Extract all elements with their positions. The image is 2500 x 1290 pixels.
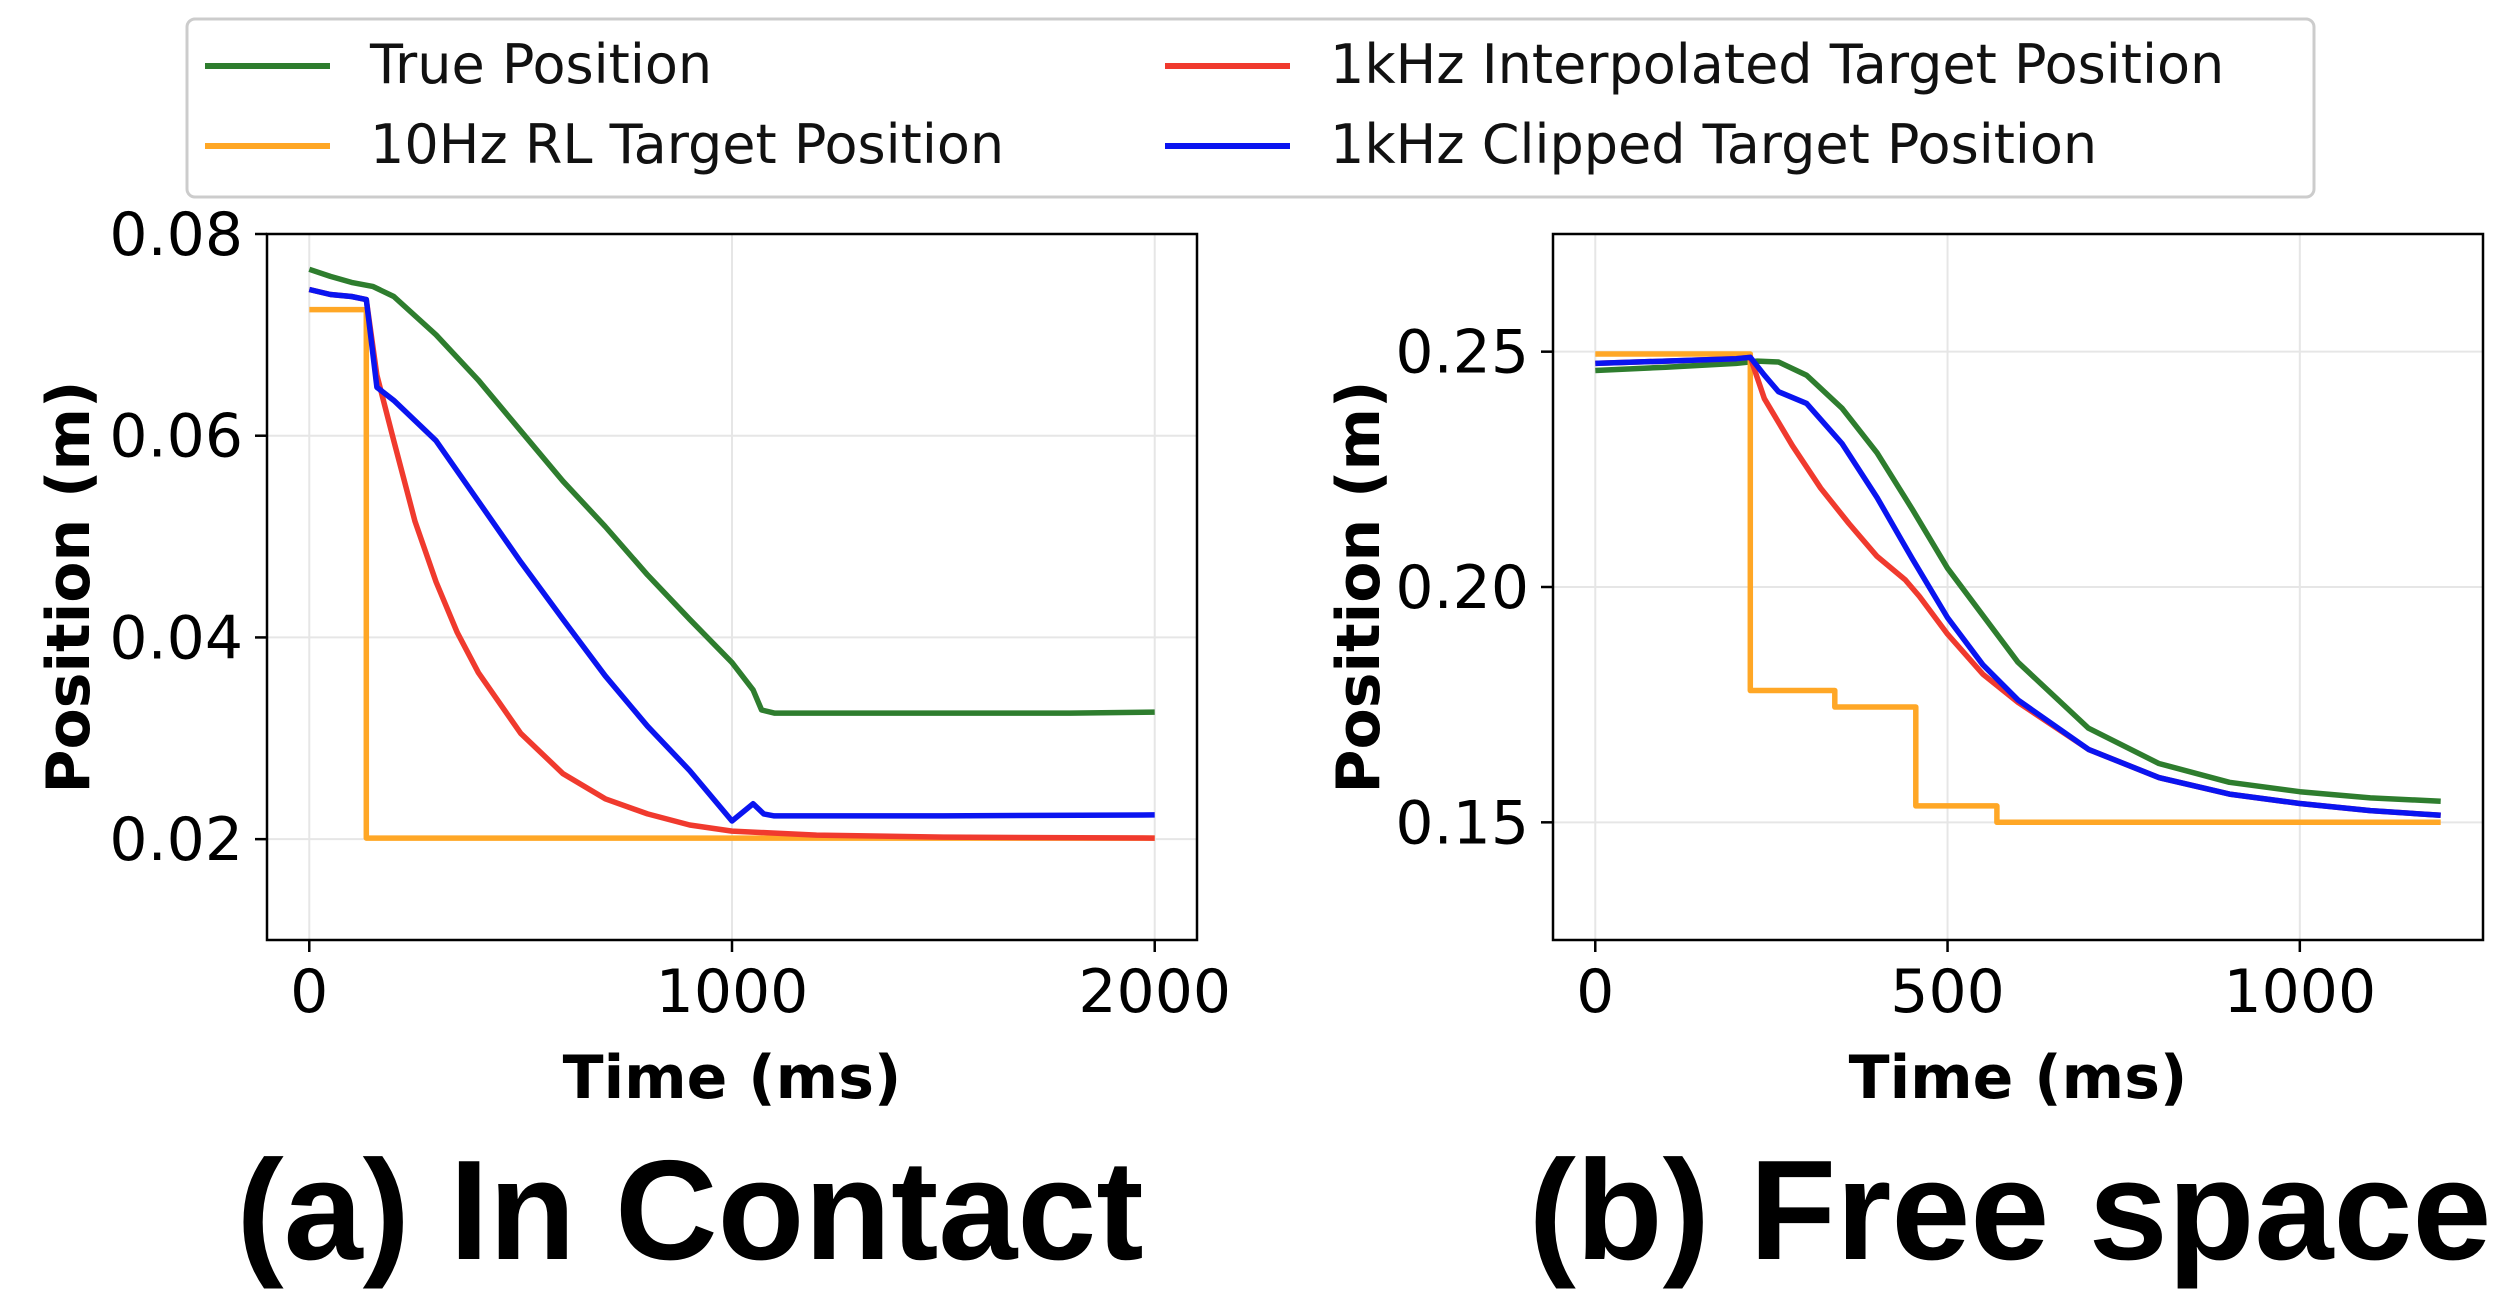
- y-tick-label-0_15: 0.15: [1395, 788, 1529, 858]
- y-tick-label-0_06: 0.06: [109, 402, 243, 472]
- x-axis-label: Time (ms): [563, 1043, 902, 1113]
- legend-frame: [185, 17, 2316, 199]
- y-axis-label: Position (m): [1324, 381, 1394, 794]
- series-line-true-position: [308, 266, 1155, 716]
- legend-label-10hz-rl-target-position: 10Hz RL Target Position: [370, 113, 1004, 176]
- chart-panel-free-space: 0 500 1000 0.15 0.20 0.25 Time (ms) Position (m…: [1324, 232, 2485, 1113]
- x-tick-label-2000: 2000: [1078, 957, 1231, 1027]
- legend-label-1khz-interpolated-target-position: 1kHz Interpolated Target Position: [1330, 33, 2224, 96]
- series-line-10hz-rl-target-position: [1595, 351, 2441, 826]
- legend-label-true-position: True Position: [369, 33, 712, 96]
- x-axis-label: Time (ms): [1849, 1043, 2188, 1113]
- x-tick-label-500: 500: [1890, 957, 2005, 1027]
- x-tick-label-1000: 1000: [656, 957, 809, 1027]
- y-axis-label: Position (m): [34, 381, 104, 794]
- caption-in-contact: (a) In Contact: [236, 1131, 1144, 1290]
- caption-free-space: (b) Free space: [1528, 1131, 2492, 1290]
- series-line-1khz-clipped-target-position: [308, 286, 1155, 824]
- y-tick-label-0_02: 0.02: [109, 805, 243, 875]
- series-line-true-position: [1595, 358, 2441, 804]
- x-tick-label-0: 0: [1576, 957, 1614, 1027]
- y-tick-label-0_08: 0.08: [109, 200, 243, 270]
- chart-panel-in-contact: 0 1000 2000 0.02 0.04 0.06 0.08 Time (ms) Positi…: [34, 200, 1231, 1113]
- y-tick-label-0_25: 0.25: [1395, 318, 1529, 388]
- y-tick-label-0_2: 0.20: [1395, 553, 1529, 623]
- x-tick-label-0: 0: [290, 957, 328, 1027]
- legend: True Position 10Hz RL Target Position 1kHz…: [185, 17, 2316, 199]
- series-line-1khz-clipped-target-position: [1595, 354, 2441, 819]
- y-tick-label-0_04: 0.04: [109, 603, 243, 673]
- x-tick-label-1000: 1000: [2223, 957, 2376, 1027]
- legend-label-1khz-clipped-target-position: 1kHz Clipped Target Position: [1330, 113, 2097, 176]
- series-line-10hz-rl-target-position: [309, 306, 1155, 841]
